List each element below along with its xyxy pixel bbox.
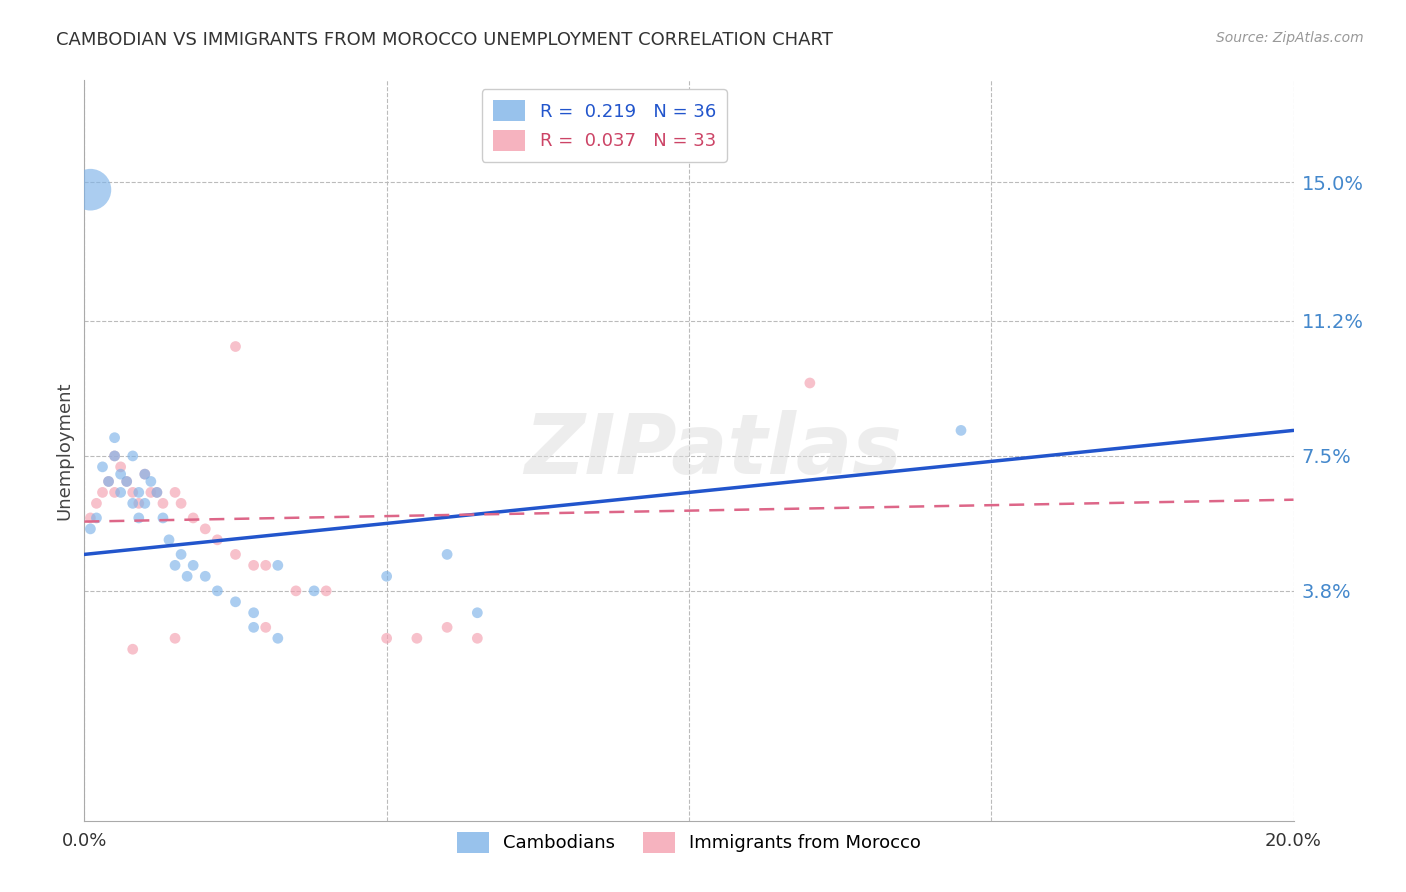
Point: [207, 533, 229, 547]
Point: [86, 511, 108, 525]
Point: [165, 485, 187, 500]
Point: [406, 632, 429, 646]
Point: [375, 569, 398, 583]
Point: [799, 376, 821, 390]
Point: [242, 558, 264, 573]
Point: [176, 569, 198, 583]
Point: [86, 496, 108, 510]
Text: 0.0%: 0.0%: [62, 831, 107, 849]
Point: [242, 606, 264, 620]
Point: [302, 583, 325, 598]
Point: [128, 511, 150, 525]
Point: [436, 548, 458, 562]
Point: [315, 583, 337, 598]
Legend: Cambodians, Immigrants from Morocco: Cambodians, Immigrants from Morocco: [446, 821, 932, 863]
Point: [104, 485, 127, 500]
Point: [134, 467, 156, 482]
Y-axis label: Unemployment: Unemployment: [55, 381, 73, 520]
Point: [157, 533, 180, 547]
Point: [115, 475, 138, 489]
Point: [97, 475, 120, 489]
Point: [110, 459, 132, 474]
Point: [170, 496, 193, 510]
Point: [139, 485, 162, 500]
Point: [194, 522, 217, 536]
Point: [254, 558, 277, 573]
Point: [79, 522, 101, 536]
Point: [146, 485, 169, 500]
Point: [110, 485, 132, 500]
Point: [115, 475, 138, 489]
Point: [128, 485, 150, 500]
Point: [121, 496, 143, 510]
Point: [165, 632, 187, 646]
Point: [104, 431, 127, 445]
Point: [950, 424, 973, 438]
Point: [242, 620, 264, 634]
Point: [254, 620, 277, 634]
Text: CAMBODIAN VS IMMIGRANTS FROM MOROCCO UNEMPLOYMENT CORRELATION CHART: CAMBODIAN VS IMMIGRANTS FROM MOROCCO UNE…: [56, 31, 834, 49]
Point: [170, 548, 193, 562]
Point: [146, 485, 169, 500]
Point: [134, 496, 156, 510]
Text: Source: ZipAtlas.com: Source: ZipAtlas.com: [1216, 31, 1364, 45]
Point: [207, 583, 229, 598]
Point: [110, 467, 132, 482]
Point: [134, 467, 156, 482]
Point: [467, 606, 489, 620]
Text: 20.0%: 20.0%: [1265, 831, 1322, 849]
Point: [467, 632, 489, 646]
Point: [79, 511, 101, 525]
Point: [79, 183, 101, 197]
Point: [152, 511, 174, 525]
Point: [121, 485, 143, 500]
Point: [225, 595, 247, 609]
Point: [225, 339, 247, 353]
Text: ZIPatlas: ZIPatlas: [524, 410, 903, 491]
Point: [121, 642, 143, 657]
Point: [181, 511, 204, 525]
Point: [375, 632, 398, 646]
Point: [194, 569, 217, 583]
Point: [121, 449, 143, 463]
Point: [267, 632, 290, 646]
Point: [91, 485, 114, 500]
Point: [139, 475, 162, 489]
Point: [225, 548, 247, 562]
Point: [128, 496, 150, 510]
Point: [97, 475, 120, 489]
Point: [165, 558, 187, 573]
Point: [267, 558, 290, 573]
Point: [104, 449, 127, 463]
Point: [104, 449, 127, 463]
Point: [152, 496, 174, 510]
Point: [436, 620, 458, 634]
Point: [181, 558, 204, 573]
Point: [91, 459, 114, 474]
Point: [285, 583, 308, 598]
